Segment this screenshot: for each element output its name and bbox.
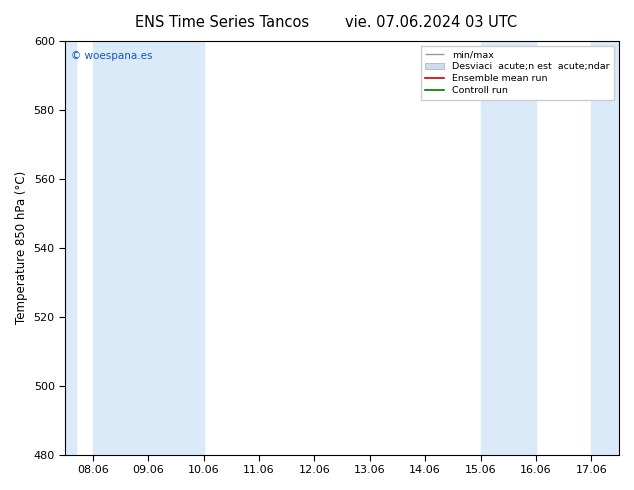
Bar bbox=[65, 41, 76, 455]
Y-axis label: Temperature 850 hPa (°C): Temperature 850 hPa (°C) bbox=[15, 171, 28, 324]
Bar bbox=[592, 41, 619, 455]
Text: vie. 07.06.2024 03 UTC: vie. 07.06.2024 03 UTC bbox=[345, 15, 517, 30]
Text: © woespana.es: © woespana.es bbox=[71, 51, 152, 61]
Legend: min/max, Desviaci  acute;n est  acute;ndar, Ensemble mean run, Controll run: min/max, Desviaci acute;n est acute;ndar… bbox=[421, 46, 614, 100]
Bar bbox=[481, 41, 536, 455]
Text: ENS Time Series Tancos: ENS Time Series Tancos bbox=[135, 15, 309, 30]
Bar bbox=[93, 41, 204, 455]
